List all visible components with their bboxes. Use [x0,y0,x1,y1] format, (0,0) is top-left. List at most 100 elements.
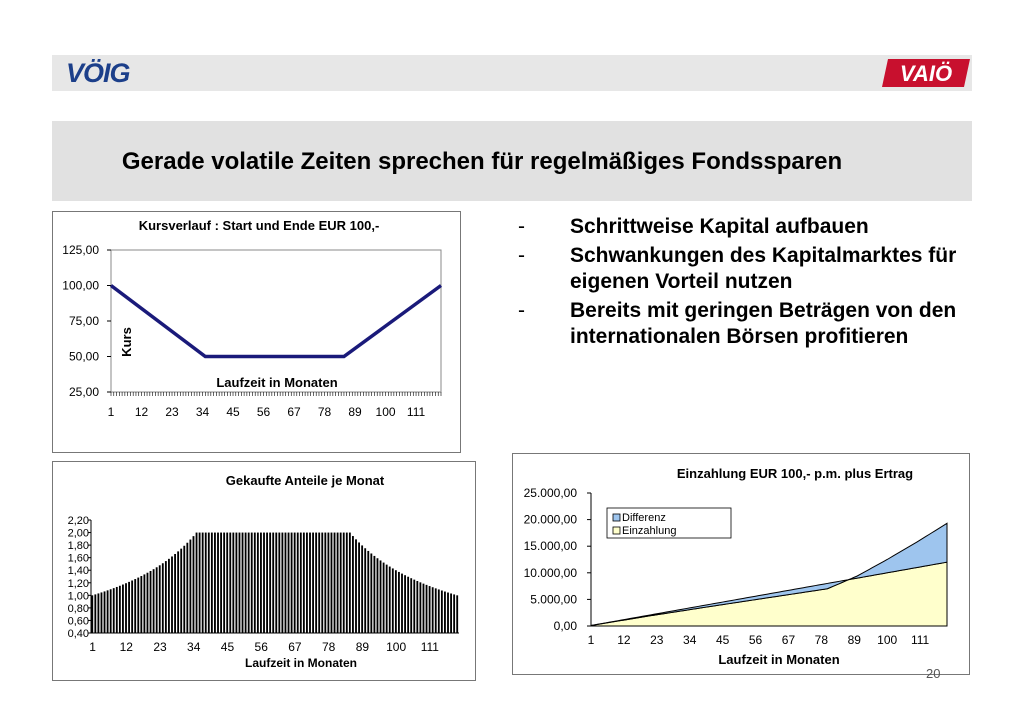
bar [174,553,176,633]
bar [410,578,413,633]
bar [302,532,305,633]
x-tick-label: 1 [108,405,115,419]
bar [385,564,388,633]
x-tick-label: 111 [407,405,426,419]
bar [324,532,327,633]
y-tick-label: 0,80 [68,603,89,615]
bar [106,590,109,633]
x-tick-label: 89 [848,633,862,647]
bar [220,532,222,633]
x-tick-label: 100 [386,640,406,654]
bar [345,532,348,633]
chart-title: Einzahlung EUR 100,- p.m. plus Ertrag [677,466,913,481]
bar [309,532,311,633]
x-tick-label: 67 [288,640,302,654]
bar [333,532,336,633]
bar [235,532,238,633]
chart-title: Gekaufte Anteile je Monat [226,473,385,488]
y-tick-label: 25,00 [69,385,99,399]
bullet-text: Bereits mit geringen Beträgen von den in… [570,299,957,348]
bullet-item: - Bereits mit geringen Beträgen von den i… [518,298,968,350]
bar [278,532,281,633]
chart-kursverlauf: Kursverlauf : Start und Ende EUR 100,-12… [62,218,443,419]
x-tick-label: 89 [348,405,362,419]
chart-einzahlung-panel: Einzahlung EUR 100,- p.m. plus Ertrag 25.… [512,453,970,675]
x-tick-label: 23 [165,405,179,419]
bar [376,558,379,633]
bar [281,532,284,633]
bar [358,542,360,633]
bar [447,592,449,633]
y-tick-label: 1,40 [68,565,89,577]
vaioe-logo-text: VAIÖ [900,61,952,86]
x-tick-label: 67 [782,633,796,647]
x-axis-label: Laufzeit in Monaten [718,652,839,667]
bar [272,532,275,633]
bar [247,532,250,633]
bar [146,572,149,633]
bar [204,532,207,633]
x-tick-label: 56 [257,405,271,419]
x-tick-label: 12 [135,405,149,419]
chart-anteile: Gekaufte Anteile je Monat 2,202,001,801,6… [68,473,459,670]
bar [434,588,437,633]
y-tick-label: 15.000,00 [524,539,578,553]
bar [177,551,180,633]
bar [348,532,351,633]
bar [327,532,330,633]
x-tick-label: 78 [815,633,829,647]
x-tick-label: 100 [376,405,396,419]
bar [361,545,364,633]
bullet-text: Schwankungen des Kapitalmarktes für eige… [570,244,957,293]
bar [269,532,272,633]
x-tick-label: 56 [749,633,763,647]
bar [137,577,140,633]
bar [275,532,278,633]
x-tick-label: 89 [356,640,370,654]
x-tick-label: 78 [322,640,336,654]
bar [391,568,394,633]
differenz-area [590,522,948,626]
bar [431,587,434,633]
bar [180,548,183,633]
bar [192,536,195,633]
x-tick-label: 12 [120,640,134,654]
y-tick-label: 0,60 [68,615,89,627]
bar [416,581,419,633]
y-tick-label: 25.000,00 [524,486,578,500]
bar [189,539,192,633]
bar [293,532,296,633]
bullet-list: - Schrittweise Kapital aufbauen - Schwanku… [518,214,968,353]
x-tick-label: 12 [617,633,631,647]
bar [388,566,391,633]
y-tick-label: 1,00 [68,590,89,602]
bar [318,532,321,633]
bar [244,532,247,633]
bar [223,532,226,633]
x-tick-label: 100 [877,633,897,647]
vaioe-logo: VAIÖ [882,59,970,87]
bar [407,576,410,633]
plot-area [110,249,442,393]
x-axis-label: Laufzeit in Monaten [216,375,337,390]
legend-label: Differenz [622,512,666,524]
bar [201,532,204,633]
x-tick-label: 111 [911,633,930,647]
bar [299,532,302,633]
bar [103,591,106,633]
y-tick-label: 1,60 [68,553,89,565]
bar [373,555,376,633]
y-tick-label: 0,00 [554,619,578,633]
bar [336,532,339,633]
chart-einzahlung: Einzahlung EUR 100,- p.m. plus Ertrag 25.… [524,466,948,667]
x-tick-label: 23 [153,640,167,654]
y-axis-label: Kurs [119,327,134,357]
bullet-dash: - [518,244,525,267]
x-axis-label: Laufzeit in Monaten [245,656,357,670]
bar [217,532,219,633]
x-tick-label: 45 [716,633,730,647]
bar [140,576,143,633]
bar [379,560,382,633]
voeig-logo: VÖIG [66,58,131,88]
bar [214,532,216,633]
